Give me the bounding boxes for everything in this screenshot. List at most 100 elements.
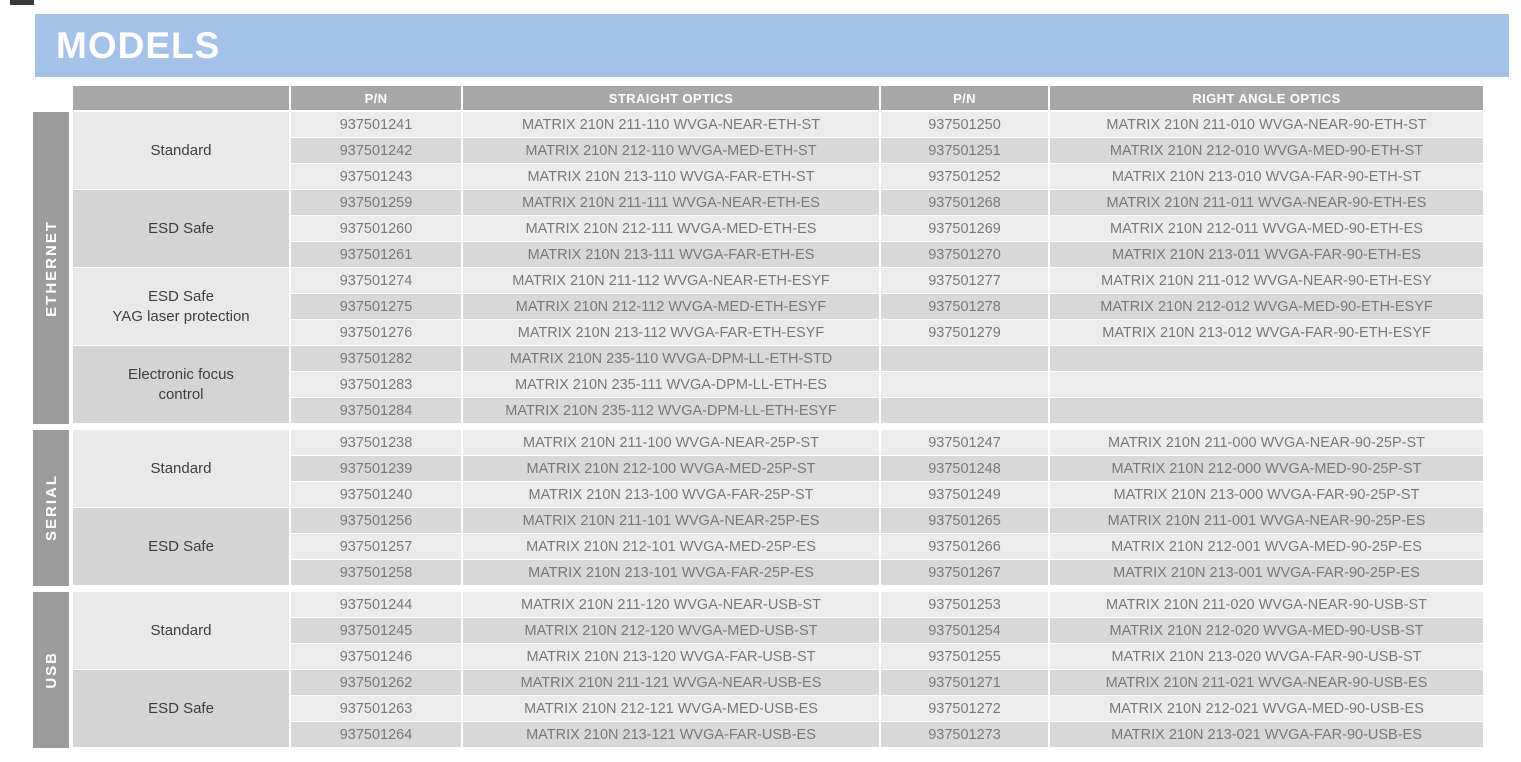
pn-cell: 937501261 <box>291 242 461 268</box>
pn-cell: 937501240 <box>291 482 461 508</box>
model-cell: MATRIX 210N 213-101 WVGA-FAR-25P-ES <box>463 560 879 586</box>
pn-cell: 937501283 <box>291 372 461 398</box>
group-cell: ESD Safe <box>73 670 289 748</box>
group-cell: Standard <box>73 430 289 508</box>
group-cell: ESD Safe YAG laser protection <box>73 268 289 346</box>
model-cell: MATRIX 210N 212-001 WVGA-MED-90-25P-ES <box>1050 534 1483 560</box>
model-cell: MATRIX 210N 211-110 WVGA-NEAR-ETH-ST <box>463 112 879 138</box>
pn-cell: 937501276 <box>291 320 461 346</box>
column-header-pn-1: P/N <box>291 86 461 110</box>
section-sidebar-usb: USB <box>33 592 69 748</box>
pn-cell: 937501278 <box>881 294 1048 320</box>
model-cell: MATRIX 210N 235-112 WVGA-DPM-LL-ETH-ESYF <box>463 398 879 424</box>
title-bar: MODELS <box>35 14 1509 77</box>
section-sidebar-serial: SERIAL <box>33 430 69 586</box>
pn-cell: 937501269 <box>881 216 1048 242</box>
pn-cell: 937501256 <box>291 508 461 534</box>
model-cell: MATRIX 210N 213-012 WVGA-FAR-90-ETH-ESYF <box>1050 320 1483 346</box>
pn-cell: 937501246 <box>291 644 461 670</box>
model-cell: MATRIX 210N 213-112 WVGA-FAR-ETH-ESYF <box>463 320 879 346</box>
pn-cell: 937501282 <box>291 346 461 372</box>
pn-cell: 937501273 <box>881 722 1048 748</box>
pn-cell: 937501250 <box>881 112 1048 138</box>
pn-cell: 937501241 <box>291 112 461 138</box>
group-cell: Standard <box>73 112 289 190</box>
empty-cell <box>1050 372 1483 398</box>
model-cell: MATRIX 210N 212-120 WVGA-MED-USB-ST <box>463 618 879 644</box>
model-cell: MATRIX 210N 211-112 WVGA-NEAR-ETH-ESYF <box>463 268 879 294</box>
pn-cell: 937501255 <box>881 644 1048 670</box>
table-body: ETHERNET Standard 937501241 MATRIX 210N 211… <box>33 112 1483 748</box>
section-label: SERIAL <box>42 474 60 542</box>
pn-cell: 937501266 <box>881 534 1048 560</box>
pn-cell: 937501243 <box>291 164 461 190</box>
empty-cell <box>1050 346 1483 372</box>
model-cell: MATRIX 210N 212-011 WVGA-MED-90-ETH-ES <box>1050 216 1483 242</box>
model-cell: MATRIX 210N 212-121 WVGA-MED-USB-ES <box>463 696 879 722</box>
section-label: USB <box>42 651 60 689</box>
pn-cell: 937501277 <box>881 268 1048 294</box>
model-cell: MATRIX 210N 235-110 WVGA-DPM-LL-ETH-STD <box>463 346 879 372</box>
section-ethernet: ETHERNET Standard 937501241 MATRIX 210N 211… <box>33 112 1483 424</box>
pn-cell: 937501284 <box>291 398 461 424</box>
pn-cell: 937501274 <box>291 268 461 294</box>
model-cell: MATRIX 210N 212-111 WVGA-MED-ETH-ES <box>463 216 879 242</box>
models-table: P/N STRAIGHT OPTICS P/N RIGHT ANGLE OPTI… <box>33 86 1483 748</box>
model-cell: MATRIX 210N 235-111 WVGA-DPM-LL-ETH-ES <box>463 372 879 398</box>
model-cell: MATRIX 210N 212-010 WVGA-MED-90-ETH-ST <box>1050 138 1483 164</box>
model-cell: MATRIX 210N 213-121 WVGA-FAR-USB-ES <box>463 722 879 748</box>
model-cell: MATRIX 210N 213-111 WVGA-FAR-ETH-ES <box>463 242 879 268</box>
group-cell: ESD Safe <box>73 190 289 268</box>
pn-cell: 937501262 <box>291 670 461 696</box>
model-cell: MATRIX 210N 212-012 WVGA-MED-90-ETH-ESYF <box>1050 294 1483 320</box>
model-cell: MATRIX 210N 211-000 WVGA-NEAR-90-25P-ST <box>1050 430 1483 456</box>
pn-cell: 937501238 <box>291 430 461 456</box>
pn-cell: 937501254 <box>881 618 1048 644</box>
model-cell: MATRIX 210N 211-020 WVGA-NEAR-90-USB-ST <box>1050 592 1483 618</box>
pn-cell: 937501239 <box>291 456 461 482</box>
column-header-pn-2: P/N <box>881 86 1048 110</box>
group-cell: Electronic focus control <box>73 346 289 424</box>
pn-cell: 937501263 <box>291 696 461 722</box>
pn-cell: 937501248 <box>881 456 1048 482</box>
pn-cell: 937501267 <box>881 560 1048 586</box>
model-cell: MATRIX 210N 212-100 WVGA-MED-25P-ST <box>463 456 879 482</box>
pn-cell: 937501271 <box>881 670 1048 696</box>
group-cell: Standard <box>73 592 289 670</box>
model-cell: MATRIX 210N 211-120 WVGA-NEAR-USB-ST <box>463 592 879 618</box>
model-cell: MATRIX 210N 211-111 WVGA-NEAR-ETH-ES <box>463 190 879 216</box>
section-sidebar-ethernet: ETHERNET <box>33 112 69 424</box>
pn-cell: 937501251 <box>881 138 1048 164</box>
model-cell: MATRIX 210N 212-110 WVGA-MED-ETH-ST <box>463 138 879 164</box>
pn-cell: 937501258 <box>291 560 461 586</box>
pn-cell: 937501265 <box>881 508 1048 534</box>
model-cell: MATRIX 210N 213-021 WVGA-FAR-90-USB-ES <box>1050 722 1483 748</box>
pn-cell: 937501264 <box>291 722 461 748</box>
pn-cell: 937501275 <box>291 294 461 320</box>
column-header-straight-optics: STRAIGHT OPTICS <box>463 86 879 110</box>
pn-cell: 937501279 <box>881 320 1048 346</box>
model-cell: MATRIX 210N 211-001 WVGA-NEAR-90-25P-ES <box>1050 508 1483 534</box>
empty-cell <box>881 372 1048 398</box>
model-cell: MATRIX 210N 211-010 WVGA-NEAR-90-ETH-ST <box>1050 112 1483 138</box>
model-cell: MATRIX 210N 213-110 WVGA-FAR-ETH-ST <box>463 164 879 190</box>
model-cell: MATRIX 210N 211-021 WVGA-NEAR-90-USB-ES <box>1050 670 1483 696</box>
pn-cell: 937501257 <box>291 534 461 560</box>
model-cell: MATRIX 210N 213-120 WVGA-FAR-USB-ST <box>463 644 879 670</box>
page-title: MODELS <box>56 24 221 66</box>
pn-cell: 937501253 <box>881 592 1048 618</box>
model-cell: MATRIX 210N 211-100 WVGA-NEAR-25P-ST <box>463 430 879 456</box>
pn-cell: 937501242 <box>291 138 461 164</box>
pn-cell: 937501247 <box>881 430 1048 456</box>
model-cell: MATRIX 210N 213-020 WVGA-FAR-90-USB-ST <box>1050 644 1483 670</box>
section-serial: SERIAL Standard 937501238 MATRIX 210N 211-1… <box>33 430 1483 586</box>
column-header-right-angle-optics: RIGHT ANGLE OPTICS <box>1050 86 1483 110</box>
pn-cell: 937501268 <box>881 190 1048 216</box>
pn-cell: 937501244 <box>291 592 461 618</box>
model-cell: MATRIX 210N 213-001 WVGA-FAR-90-25P-ES <box>1050 560 1483 586</box>
pn-cell: 937501270 <box>881 242 1048 268</box>
model-cell: MATRIX 210N 212-101 WVGA-MED-25P-ES <box>463 534 879 560</box>
column-header-group <box>73 86 289 110</box>
model-cell: MATRIX 210N 212-020 WVGA-MED-90-USB-ST <box>1050 618 1483 644</box>
